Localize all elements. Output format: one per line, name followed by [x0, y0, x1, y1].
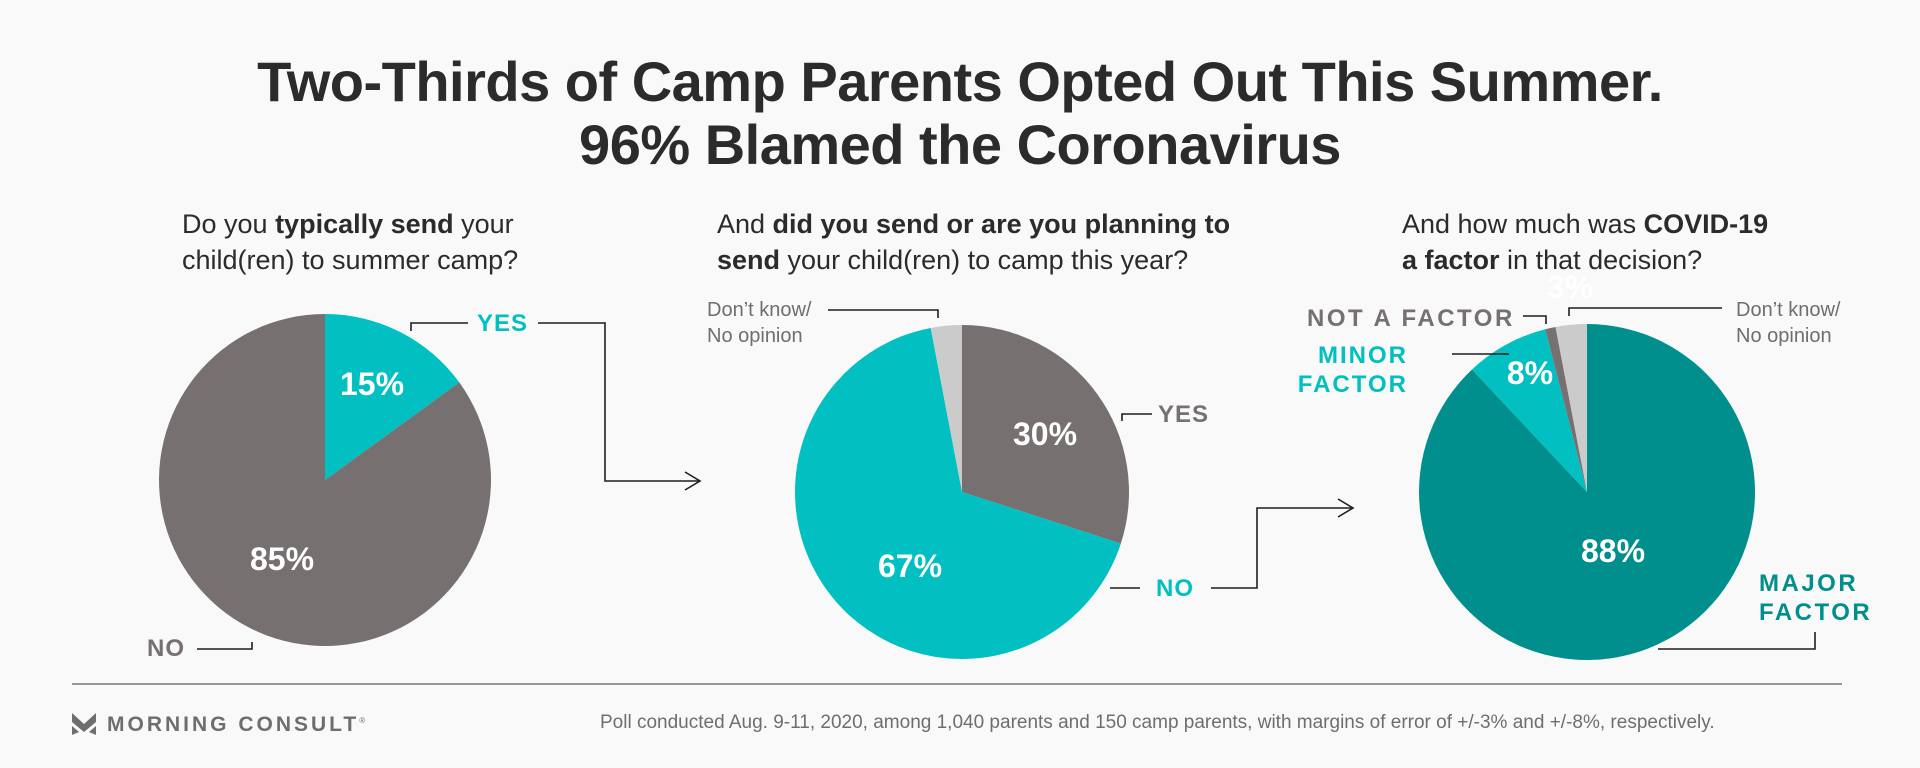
pie-slice-no — [158, 313, 491, 646]
question-3-bold: COVID-19 — [1643, 209, 1769, 239]
data-label-88-pct: 88% — [1581, 533, 1645, 569]
chart-title-line1: Two-Thirds of Camp Parents Opted Out Thi… — [257, 50, 1663, 113]
question-3: And how much was COVID-19 a factor in th… — [1402, 206, 1768, 278]
question-3-line2-bold: a factor — [1402, 245, 1500, 275]
question-2-line2-bold: send — [717, 245, 781, 275]
pie-slice-don-t-know-no-opinion — [930, 325, 962, 492]
pie-slice-minor-factor — [1471, 329, 1587, 492]
connector-arrow-p2-to-p3 — [1211, 507, 1353, 589]
pie-chart-covid-factor: 88% 8% 3% — [1418, 269, 1755, 660]
label-p3-major-2: FACTOR — [1759, 599, 1872, 626]
data-label-3-pct: 3% — [1547, 269, 1593, 305]
pie-chart-this-year: 30% 67% — [795, 325, 1129, 660]
pie-slice-yes — [962, 325, 1129, 544]
label-p3-dk-1: Don’t know/ — [1736, 299, 1841, 321]
morning-consult-logo-icon — [72, 713, 96, 735]
pie-chart-typical-camp: 15% 85% — [158, 313, 491, 646]
connector-arrow-p1-to-p2 — [538, 322, 700, 482]
connector-p1-no — [197, 642, 253, 650]
label-p3-not: NOT A FACTOR — [1307, 305, 1515, 332]
question-2-bold: did you send or are you planning to — [772, 209, 1231, 239]
connector-p1-yes-left — [410, 322, 468, 331]
question-1: Do you typically send your child(ren) to… — [182, 206, 518, 278]
connector-p3-dk — [1568, 307, 1722, 316]
label-p2-yes: YES — [1158, 401, 1209, 428]
arrow-head-icon — [1337, 498, 1355, 518]
label-p3-dk-2: No opinion — [1736, 325, 1832, 347]
label-p3-minor-1: MINOR — [1318, 342, 1408, 369]
label-p3-major-1: MAJOR — [1759, 570, 1858, 597]
pie-slice-not-a-factor — [1545, 326, 1587, 492]
label-p3-minor-2: FACTOR — [1298, 371, 1408, 398]
brand-registered-mark: ® — [359, 716, 369, 725]
data-label-67-pct: 67% — [878, 548, 942, 584]
brand-name: MORNING CONSULT® — [107, 713, 368, 737]
question-3-line2: in that decision? — [1499, 245, 1703, 275]
question-1-pre: Do you — [182, 209, 276, 239]
question-2-pre: And — [717, 209, 773, 239]
label-p2-dk-1: Don’t know/ — [707, 299, 812, 321]
brand-text: MORNING CONSULT — [107, 713, 360, 736]
pie-slice-major-factor — [1418, 324, 1755, 660]
connector-p2-yes — [1121, 413, 1152, 421]
poll-methodology-note: Poll conducted Aug. 9-11, 2020, among 1,… — [600, 712, 1715, 733]
connector-p2-dk — [828, 309, 939, 318]
pie-slice-no — [795, 327, 1121, 660]
connector-p3-major — [1658, 632, 1816, 650]
data-label-30-pct: 30% — [1013, 416, 1077, 452]
question-3-pre: And how much was — [1402, 209, 1644, 239]
question-1-post: your — [453, 209, 514, 239]
question-2: And did you send or are you planning to … — [717, 206, 1230, 278]
label-p2-no: NO — [1156, 575, 1194, 602]
label-p2-dk-2: No opinion — [707, 325, 803, 347]
connector-p3-not — [1523, 315, 1547, 324]
pie-slice-yes — [325, 314, 460, 480]
question-2-line2: your child(ren) to camp this year? — [780, 245, 1189, 275]
label-p1-yes: YES — [477, 310, 528, 337]
data-label-15-pct: 15% — [340, 366, 404, 402]
chart-title-line2: 96% Blamed the Coronavirus — [579, 113, 1341, 176]
question-1-line2: child(ren) to summer camp? — [182, 245, 519, 275]
label-p1-no: NO — [147, 635, 185, 662]
arrow-head-icon — [684, 471, 702, 491]
data-label-85-pct: 85% — [250, 541, 314, 577]
data-label-8-pct: 8% — [1507, 355, 1553, 391]
question-1-bold: typically send — [275, 209, 454, 239]
pie-slice-don-t-know-no-opinion — [1555, 324, 1587, 492]
